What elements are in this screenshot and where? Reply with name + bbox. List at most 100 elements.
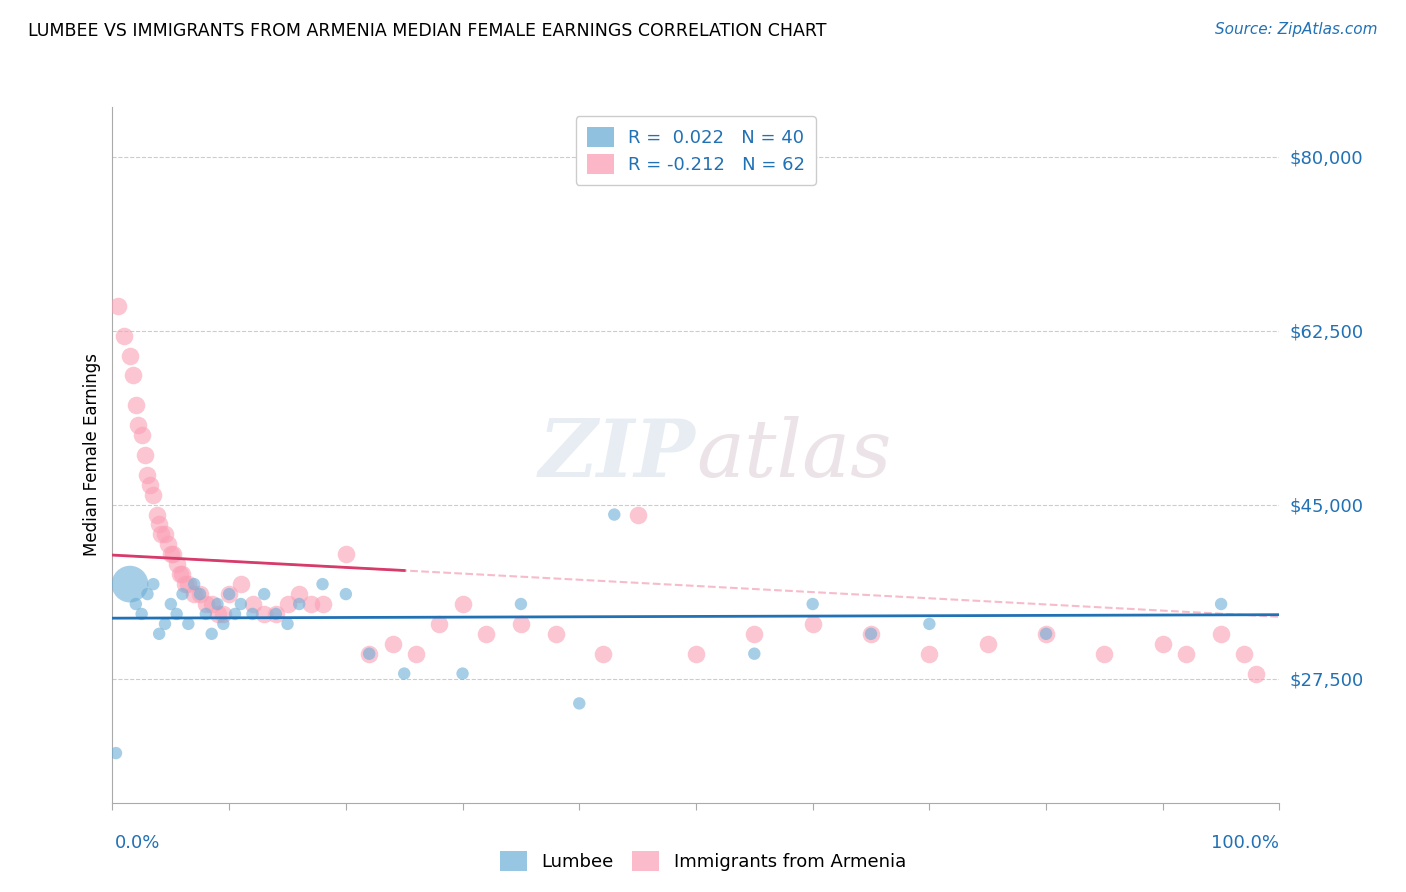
Point xyxy=(207,607,229,621)
Point xyxy=(299,597,322,611)
Point xyxy=(212,616,235,631)
Point xyxy=(451,597,474,611)
Point xyxy=(160,547,183,561)
Point xyxy=(125,398,148,412)
Point xyxy=(157,537,180,551)
Point xyxy=(194,607,217,621)
Point xyxy=(592,647,614,661)
Point xyxy=(207,597,229,611)
Point xyxy=(153,616,176,631)
Point xyxy=(276,616,298,631)
Point xyxy=(118,577,141,591)
Point xyxy=(139,477,162,491)
Point xyxy=(173,577,195,591)
Point xyxy=(127,418,149,433)
Point xyxy=(627,508,650,522)
Point xyxy=(359,647,381,661)
Point xyxy=(509,616,531,631)
Point xyxy=(742,647,765,661)
Point xyxy=(169,567,191,582)
Point xyxy=(742,627,765,641)
Point xyxy=(136,467,159,482)
Point xyxy=(859,627,883,641)
Text: ZIP: ZIP xyxy=(538,417,696,493)
Point xyxy=(183,587,205,601)
Point xyxy=(311,597,333,611)
Point xyxy=(229,597,252,611)
Point xyxy=(104,746,127,760)
Point xyxy=(405,647,427,661)
Point xyxy=(242,597,264,611)
Point xyxy=(172,587,194,601)
Point xyxy=(1152,637,1174,651)
Point xyxy=(162,547,184,561)
Point xyxy=(475,627,498,641)
Point xyxy=(544,627,567,641)
Point xyxy=(859,627,883,641)
Legend: Lumbee, Immigrants from Armenia: Lumbee, Immigrants from Armenia xyxy=(494,844,912,879)
Point xyxy=(177,616,200,631)
Point xyxy=(801,616,824,631)
Point xyxy=(224,607,246,621)
Point xyxy=(685,647,707,661)
Point xyxy=(451,666,474,681)
Y-axis label: Median Female Earnings: Median Female Earnings xyxy=(83,353,101,557)
Point xyxy=(153,527,176,541)
Point xyxy=(194,597,217,611)
Point xyxy=(188,587,211,601)
Point xyxy=(335,547,357,561)
Text: atlas: atlas xyxy=(696,417,891,493)
Point xyxy=(288,597,311,611)
Point xyxy=(112,328,135,343)
Point xyxy=(603,508,626,522)
Point xyxy=(201,627,224,641)
Point xyxy=(801,597,824,611)
Point xyxy=(392,666,416,681)
Point xyxy=(918,616,941,631)
Point xyxy=(166,607,188,621)
Point xyxy=(188,587,211,601)
Point xyxy=(335,587,357,601)
Point xyxy=(131,428,153,442)
Point xyxy=(976,637,998,651)
Point xyxy=(142,488,165,502)
Point xyxy=(218,587,240,601)
Point xyxy=(242,607,264,621)
Point xyxy=(201,597,224,611)
Point xyxy=(381,637,404,651)
Point xyxy=(1209,597,1232,611)
Point xyxy=(253,607,276,621)
Point xyxy=(122,368,145,383)
Point xyxy=(150,527,173,541)
Point xyxy=(264,607,287,621)
Point xyxy=(1233,647,1256,661)
Text: 0.0%: 0.0% xyxy=(115,834,160,852)
Point xyxy=(1035,627,1057,641)
Point xyxy=(229,577,252,591)
Text: 100.0%: 100.0% xyxy=(1212,834,1279,852)
Point xyxy=(148,517,170,532)
Point xyxy=(1209,627,1232,641)
Point xyxy=(218,587,240,601)
Point xyxy=(427,616,450,631)
Point xyxy=(276,597,298,611)
Point xyxy=(509,597,531,611)
Point xyxy=(264,607,287,621)
Point xyxy=(134,448,156,462)
Point xyxy=(136,587,159,601)
Point xyxy=(146,508,169,522)
Point xyxy=(253,587,276,601)
Point xyxy=(183,577,205,591)
Point xyxy=(1244,666,1267,681)
Text: LUMBEE VS IMMIGRANTS FROM ARMENIA MEDIAN FEMALE EARNINGS CORRELATION CHART: LUMBEE VS IMMIGRANTS FROM ARMENIA MEDIAN… xyxy=(28,22,827,40)
Point xyxy=(1092,647,1115,661)
Point xyxy=(131,607,153,621)
Point xyxy=(118,349,141,363)
Legend: R =  0.022   N = 40, R = -0.212   N = 62: R = 0.022 N = 40, R = -0.212 N = 62 xyxy=(576,116,815,185)
Point xyxy=(1035,627,1057,641)
Text: Source: ZipAtlas.com: Source: ZipAtlas.com xyxy=(1215,22,1378,37)
Point xyxy=(568,697,591,711)
Point xyxy=(142,577,165,591)
Point xyxy=(172,567,194,582)
Point xyxy=(212,607,235,621)
